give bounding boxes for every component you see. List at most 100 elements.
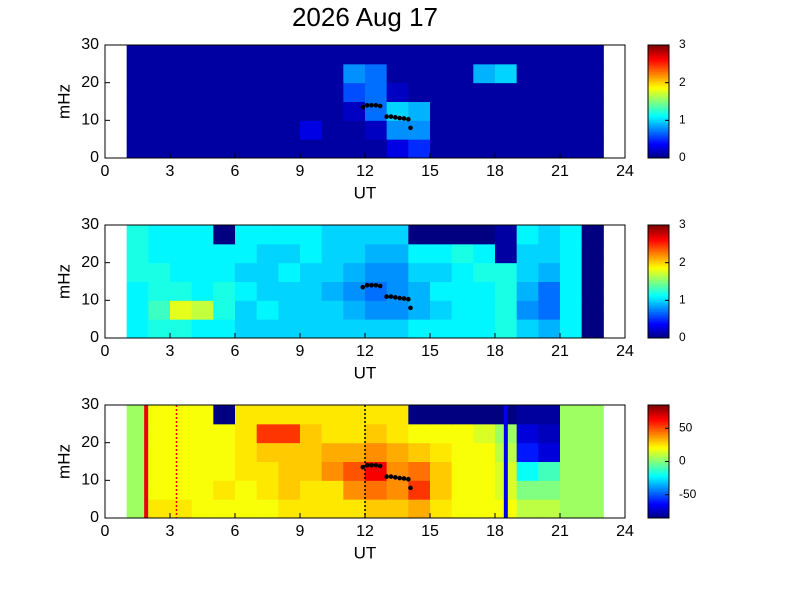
- x-tick-label: 24: [616, 163, 634, 180]
- heatmap-cell: [560, 405, 583, 425]
- heatmap-cell: [343, 101, 366, 121]
- heatmap-cell: [386, 300, 409, 320]
- colorbar-swatch: [648, 334, 669, 337]
- heatmap-cell: [126, 82, 149, 102]
- heatmap-cell: [235, 480, 258, 500]
- y-tick-label: 0: [90, 149, 99, 166]
- y-tick-label: 20: [81, 434, 99, 451]
- colorbar-swatch: [648, 66, 669, 69]
- colorbar-swatch: [648, 424, 669, 427]
- heatmap-cell: [538, 82, 561, 102]
- heatmap-cell: [148, 499, 171, 519]
- heatmap-cell: [430, 139, 453, 159]
- event-point: [373, 282, 379, 288]
- heatmap-cell: [560, 101, 583, 121]
- heatmap-cell: [365, 423, 388, 444]
- heatmap-cell: [170, 423, 193, 444]
- heatmap-cell: [495, 225, 518, 245]
- colorbar-swatch: [648, 106, 669, 110]
- event-point: [364, 462, 370, 468]
- colorbar-swatch: [648, 90, 669, 94]
- heatmap-cell: [148, 101, 171, 121]
- event-point: [360, 464, 366, 470]
- colorbar-swatch: [648, 131, 669, 134]
- event-point: [408, 485, 413, 491]
- heatmap-cell: [126, 281, 149, 301]
- colorbar-swatch: [648, 96, 669, 99]
- heatmap-cell: [256, 461, 279, 481]
- colorbar-swatch: [648, 487, 669, 491]
- heatmap-cell: [365, 120, 388, 140]
- heatmap-cell: [451, 101, 474, 121]
- x-tick-label: 12: [356, 523, 374, 540]
- heatmap-cell: [170, 405, 193, 425]
- heatmap-cell: [408, 319, 431, 339]
- colorbar-swatch: [648, 315, 669, 318]
- heatmap-cell: [473, 82, 496, 102]
- heatmap-cell: [473, 319, 496, 339]
- heatmap-cell: [126, 45, 149, 65]
- heatmap-cell: [538, 243, 561, 264]
- x-tick-label: 9: [296, 163, 305, 180]
- heatmap-cell: [321, 405, 344, 425]
- colorbar-swatch: [648, 479, 669, 482]
- heatmap-cell: [560, 423, 583, 444]
- heatmap-cell: [516, 405, 539, 425]
- heatmap-cell: [126, 480, 149, 500]
- colorbar-swatch: [648, 230, 669, 233]
- x-tick-label: 3: [166, 523, 175, 540]
- heatmap-cell: [516, 300, 539, 320]
- heatmap-cell: [278, 480, 301, 500]
- colorbar-swatch: [648, 126, 669, 129]
- heatmap-cell: [170, 101, 193, 121]
- heatmap-cell: [430, 82, 453, 102]
- heatmap-cell: [451, 243, 474, 264]
- heatmap-cell: [473, 262, 496, 282]
- heatmap-cell: [581, 480, 604, 500]
- heatmap-cell: [191, 300, 214, 320]
- heatmap-cell: [516, 461, 539, 481]
- colorbar-swatch: [648, 99, 669, 102]
- heatmap-cell: [278, 281, 301, 301]
- heatmap-cell: [191, 405, 214, 425]
- event-point: [397, 115, 402, 121]
- heatmap-cell: [581, 225, 604, 245]
- colorbar-swatch: [648, 232, 669, 235]
- heatmap-cell: [430, 319, 453, 339]
- heatmap-cell: [213, 120, 236, 140]
- heatmap-cell: [235, 423, 258, 444]
- heatmap-cell: [170, 442, 193, 462]
- heatmap-cell: [451, 262, 474, 282]
- colorbar-swatch: [648, 311, 669, 314]
- heatmap-cell: [191, 82, 214, 102]
- heatmap-cell: [213, 139, 236, 159]
- heatmap-cell: [495, 63, 518, 84]
- heatmap-cell: [191, 63, 214, 84]
- colorbar-swatch: [648, 516, 669, 519]
- colorbar-swatch: [648, 105, 669, 108]
- heatmap-cell: [278, 139, 301, 159]
- event-point: [406, 296, 411, 302]
- heatmap-cell: [495, 281, 518, 301]
- heatmap-cell: [408, 120, 431, 140]
- colorbar-swatch: [648, 472, 669, 475]
- heatmap-cell: [365, 45, 388, 65]
- heatmap-cell: [256, 442, 279, 462]
- event-point: [388, 114, 394, 119]
- colorbar-swatch: [648, 270, 669, 274]
- heatmap-cell: [213, 499, 236, 519]
- event-point: [384, 294, 389, 299]
- colorbar-swatch: [648, 496, 669, 500]
- heatmap-cell: [256, 82, 279, 102]
- heatmap-cell: [581, 300, 604, 320]
- heatmap-cell: [256, 405, 279, 425]
- heatmap-cell: [148, 423, 171, 444]
- heatmap-cell: [300, 300, 323, 320]
- event-point: [360, 104, 366, 110]
- x-tick-label: 24: [616, 523, 634, 540]
- heatmap-cell: [170, 461, 193, 481]
- heatmap-cell: [148, 139, 171, 159]
- colorbar-swatch: [648, 258, 669, 261]
- heatmap-cell: [516, 82, 539, 102]
- heatmap-cell: [451, 319, 474, 339]
